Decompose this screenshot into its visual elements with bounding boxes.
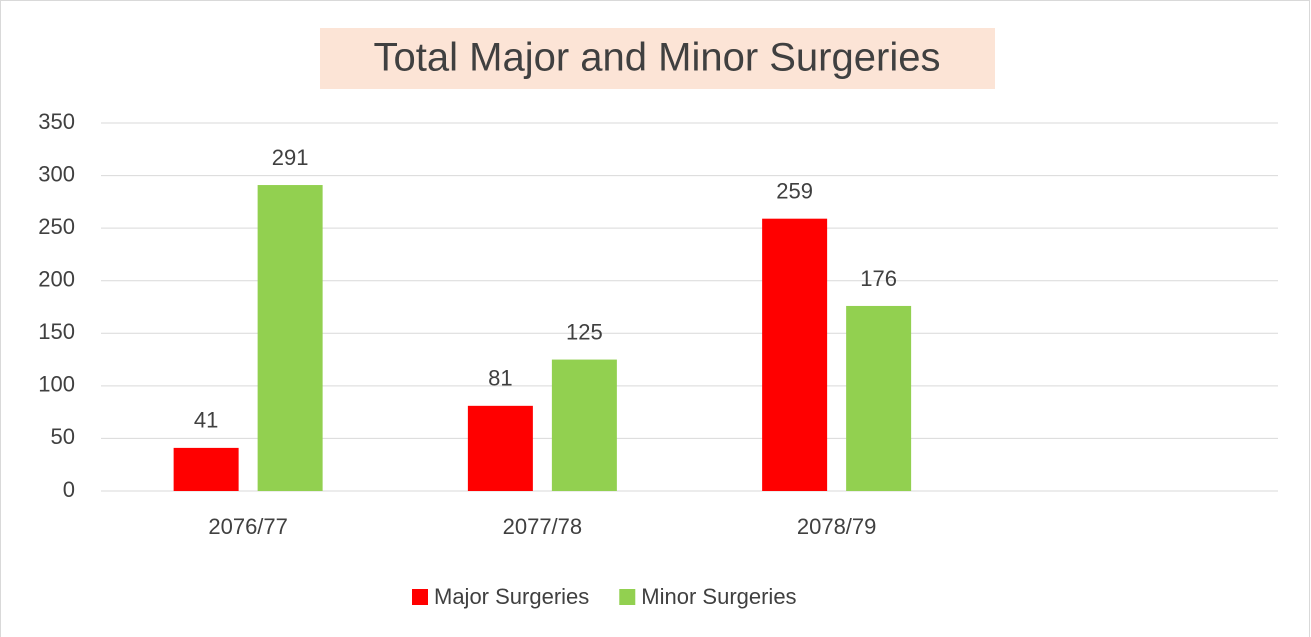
y-tick-label: 100 [38, 372, 75, 397]
x-tick-label: 2076/77 [208, 514, 288, 539]
x-tick-label: 2077/78 [503, 514, 583, 539]
legend-label: Major Surgeries [434, 584, 589, 609]
y-tick-label: 250 [38, 214, 75, 239]
x-tick-label: 2078/79 [797, 514, 877, 539]
y-tick-label: 150 [38, 319, 75, 344]
bar [846, 305, 912, 491]
chart-title: Total Major and Minor Surgeries [374, 36, 941, 80]
data-label: 81 [488, 366, 512, 391]
legend-label: Minor Surgeries [641, 584, 796, 609]
data-label: 41 [194, 408, 218, 433]
y-tick-label: 200 [38, 267, 75, 292]
y-tick-label: 50 [51, 424, 75, 449]
y-tick-label: 0 [63, 477, 75, 502]
legend-swatch [619, 589, 636, 605]
y-tick-label: 350 [38, 109, 75, 134]
data-label: 125 [566, 319, 603, 344]
bar [551, 359, 617, 491]
legend-swatch [412, 589, 428, 605]
bar [467, 405, 533, 491]
bar [762, 218, 828, 491]
data-label: 291 [272, 145, 309, 170]
data-label: 259 [776, 178, 813, 203]
bar [257, 185, 323, 491]
title-box [320, 28, 995, 89]
data-label: 176 [860, 266, 897, 291]
bar [173, 447, 239, 491]
y-tick-label: 300 [38, 161, 75, 186]
